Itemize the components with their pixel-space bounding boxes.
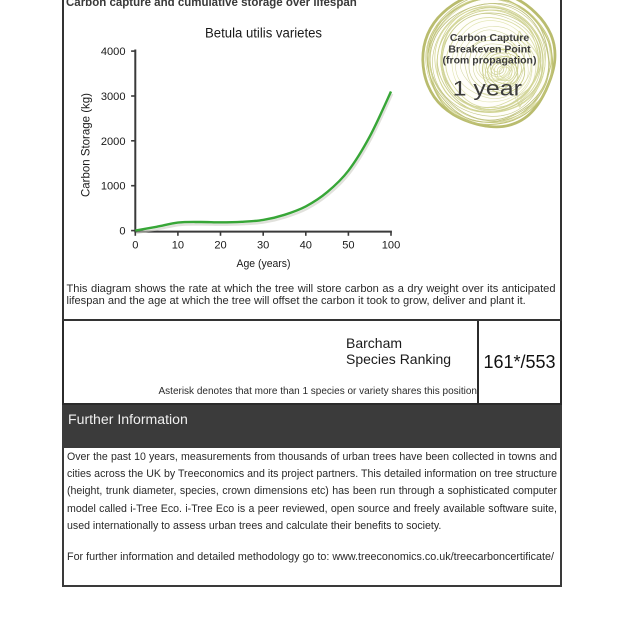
- svg-text:30: 30: [257, 240, 269, 252]
- svg-text:(from propagation): (from propagation): [443, 55, 537, 67]
- svg-text:0: 0: [119, 226, 125, 238]
- svg-text:1000: 1000: [101, 181, 126, 193]
- svg-text:1 year: 1 year: [453, 77, 522, 100]
- svg-text:Betula utilis varietes: Betula utilis varietes: [205, 26, 322, 42]
- svg-text:50: 50: [342, 240, 354, 252]
- svg-text:Breakeven Point: Breakeven Point: [448, 43, 531, 55]
- svg-text:4000: 4000: [101, 46, 126, 58]
- svg-text:20: 20: [214, 240, 226, 252]
- svg-text:Carbon Storage (kg): Carbon Storage (kg): [79, 93, 93, 197]
- svg-text:Carbon Capture: Carbon Capture: [450, 32, 530, 44]
- svg-text:0: 0: [132, 240, 138, 252]
- svg-text:2000: 2000: [101, 136, 126, 148]
- svg-text:Age (years): Age (years): [237, 258, 291, 270]
- svg-text:3000: 3000: [101, 91, 126, 103]
- svg-text:40: 40: [300, 240, 312, 252]
- svg-text:10: 10: [172, 240, 184, 252]
- svg-text:100: 100: [382, 240, 401, 252]
